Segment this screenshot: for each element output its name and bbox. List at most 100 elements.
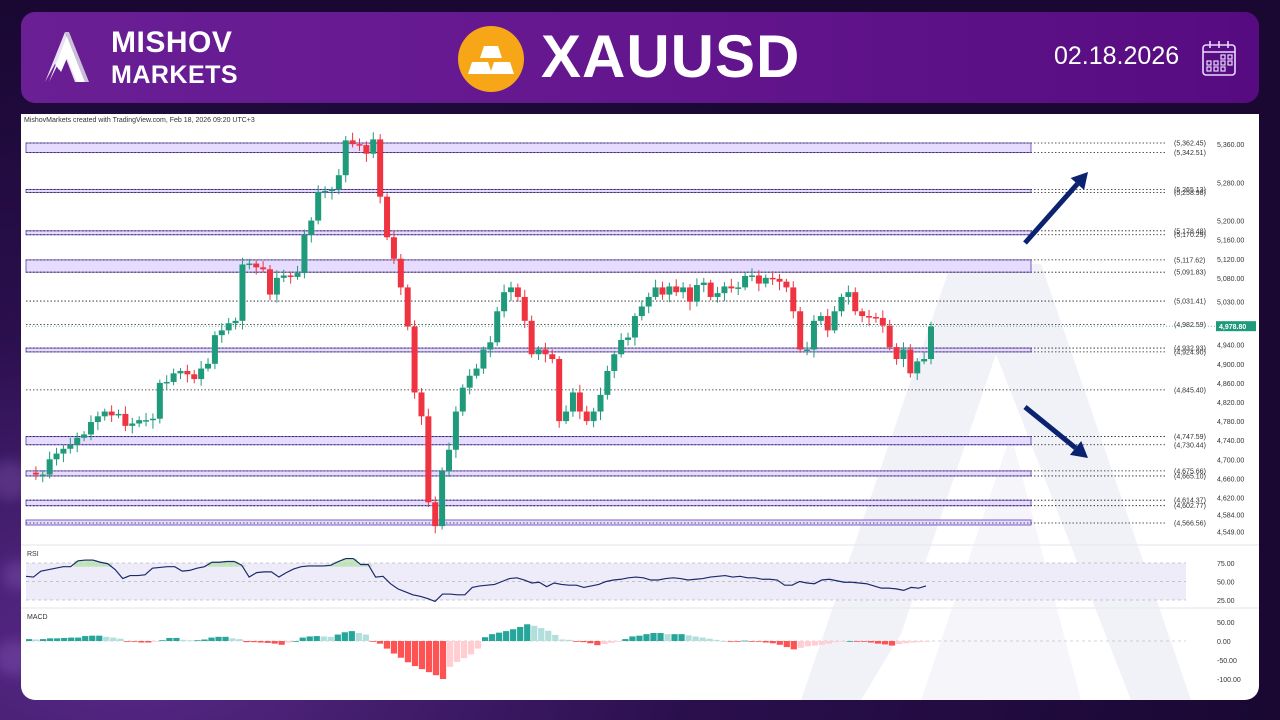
macd-bar (250, 641, 257, 643)
macd-bar (201, 639, 208, 641)
candle (342, 140, 349, 176)
macd-bar (145, 641, 152, 643)
macd-bar (923, 641, 931, 642)
candle (528, 320, 535, 355)
candle (645, 296, 652, 307)
candle (136, 420, 143, 424)
candle (673, 286, 680, 293)
price-axis-tick: 4,549.00 (1217, 529, 1244, 536)
chart-panel[interactable]: MishovMarkets created with TradingView.c… (21, 114, 1259, 700)
candle (425, 416, 432, 503)
candle (859, 311, 866, 317)
macd-bar (524, 624, 531, 641)
candle (370, 139, 377, 154)
price-axis-tick: 4,620.00 (1217, 495, 1244, 502)
candle (67, 444, 74, 449)
candle (397, 258, 404, 288)
price-zone (25, 519, 1032, 526)
macd-bar (818, 641, 825, 645)
candle (260, 267, 267, 270)
level-label: (5,342.51) (1174, 150, 1206, 157)
candle (191, 374, 198, 380)
candle (452, 411, 459, 450)
candle (246, 263, 253, 266)
macd-bar (671, 634, 678, 641)
candle (239, 264, 246, 321)
macd-bar (285, 641, 292, 643)
macd-bar (355, 633, 362, 641)
level-label: (5,170.29) (1174, 232, 1206, 239)
price-axis-tick: 4,584.00 (1217, 513, 1244, 520)
candle (542, 349, 549, 355)
price-zone (25, 188, 1032, 193)
current-price-tag (1216, 321, 1256, 332)
brand-subtitle: MARKETS (111, 61, 239, 89)
macd-bar (327, 636, 334, 641)
macd-bar (96, 635, 103, 641)
candle (315, 191, 322, 221)
candle (776, 278, 783, 282)
macd-bar (313, 636, 320, 641)
candle (32, 472, 39, 475)
level-label: (4,747.59) (1174, 434, 1206, 441)
macd-axis-tick: 50.00 (1217, 620, 1235, 627)
candle (94, 416, 101, 423)
candle (693, 285, 700, 302)
macd-bar (545, 630, 552, 641)
macd-bar (33, 639, 40, 641)
candle (549, 354, 556, 360)
macd-bar (559, 639, 566, 641)
macd-bar (482, 637, 489, 641)
candle (39, 474, 46, 477)
calendar-icon (1202, 41, 1236, 76)
macd-bar (89, 635, 96, 641)
macd-bar (762, 641, 769, 643)
price-axis-tick: 4,740.00 (1217, 438, 1244, 445)
candle (556, 359, 563, 422)
macd-bar (699, 637, 706, 641)
bearish-arrow-icon (1023, 405, 1088, 458)
candle (652, 287, 659, 297)
macd-bar (685, 635, 692, 641)
macd-bar (580, 641, 587, 643)
candle (707, 282, 714, 297)
rsi-label: RSI (27, 551, 39, 558)
bullish-arrow-icon (1023, 172, 1088, 245)
macd-bar (341, 632, 348, 641)
macd-bar (608, 641, 615, 643)
level-label: (5,265.13) (1174, 187, 1206, 194)
candle (301, 234, 308, 274)
macd-bar (425, 641, 433, 673)
macd-bar (769, 641, 776, 644)
macd-bar (909, 641, 917, 643)
candle (349, 140, 356, 145)
macd-bar (832, 641, 839, 643)
price-zone (25, 436, 1032, 446)
candle (714, 293, 721, 297)
level-label: (5,117.62) (1174, 257, 1205, 264)
candle (501, 292, 508, 312)
macd-bar (790, 641, 797, 650)
candlesticks (32, 132, 934, 534)
macd-bar (124, 641, 131, 642)
candle (390, 237, 397, 259)
macd-bar (643, 634, 650, 641)
symbol-title: XAUUSD (541, 23, 801, 90)
macd-bar (566, 639, 573, 641)
macd-bar (860, 641, 868, 642)
macd-bar (881, 641, 889, 645)
price-zone (25, 347, 1032, 353)
macd-bar (166, 637, 173, 641)
candle (872, 317, 879, 319)
level-label: (5,091.83) (1174, 270, 1206, 277)
macd-bar (222, 636, 229, 641)
macd-bar (47, 638, 54, 641)
brand-name: MISHOV (111, 26, 233, 59)
price-chart[interactable]: (5,362.45) (5,342.51) (5,265.13)(5,258.98)… (21, 114, 1259, 700)
candle (101, 411, 108, 417)
macd-bar (510, 629, 517, 641)
macd-bar (194, 640, 201, 642)
candle (459, 387, 466, 412)
macd-bar (853, 641, 861, 642)
macd-bar (278, 641, 285, 645)
